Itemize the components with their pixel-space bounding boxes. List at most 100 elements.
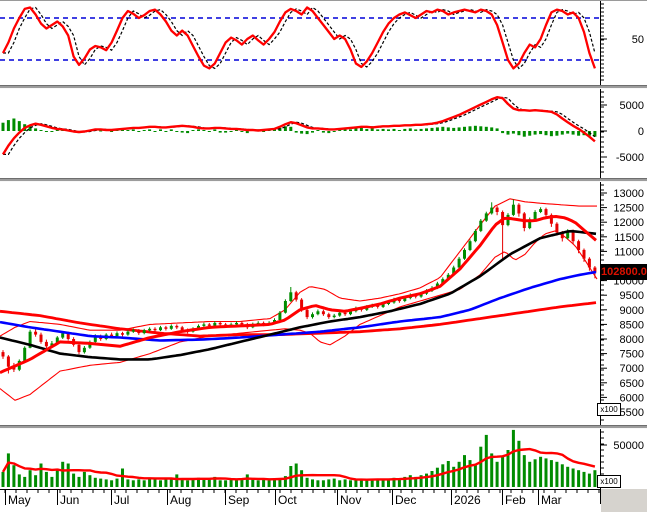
- volume-bar: [359, 479, 363, 487]
- momentum-bar: [12, 118, 16, 131]
- volume-bar: [6, 453, 10, 487]
- candle-body: [121, 333, 124, 335]
- panel-volume-chart[interactable]: 50000: [0, 429, 647, 489]
- momentum-bar: [121, 129, 124, 131]
- volume-bar: [93, 477, 97, 487]
- volume-bar: [262, 479, 266, 487]
- volume-ma-line: [1, 447, 596, 481]
- volume-bar: [408, 475, 412, 487]
- y-axis-label: 9000: [620, 305, 644, 317]
- volume-bar: [593, 470, 597, 487]
- candle-body: [126, 331, 130, 335]
- volume-bar: [430, 471, 434, 487]
- volume-panel[interactable]: 50000 x100: [0, 429, 647, 489]
- volume-bar: [327, 479, 331, 487]
- momentum-bar: [131, 129, 135, 131]
- stochastic-panel[interactable]: 50: [0, 0, 647, 86]
- momentum-bar: [359, 127, 363, 131]
- bollinger-upper-band: [0, 198, 597, 337]
- momentum-bar: [577, 131, 581, 136]
- ma20-line: [0, 215, 597, 374]
- candle-body: [110, 334, 114, 337]
- volume-bar: [549, 460, 553, 487]
- panel-splitter-1[interactable]: [0, 85, 647, 89]
- panel-splitter-3[interactable]: [0, 425, 647, 429]
- y-axis-label: 11000: [614, 246, 644, 258]
- volume-bar: [283, 476, 287, 487]
- candle-body: [66, 333, 70, 339]
- momentum-bar: [479, 126, 483, 131]
- momentum-bar: [397, 130, 401, 131]
- volume-bar: [99, 478, 103, 487]
- panel-splitter-2[interactable]: [0, 178, 647, 182]
- volume-bar: [273, 479, 276, 487]
- panel-price-chart[interactable]: 1300012500120001150011000100009500900085…: [0, 182, 647, 425]
- candle-body: [332, 315, 336, 318]
- momentum-bar: [511, 131, 515, 134]
- volume-bar: [468, 460, 472, 487]
- volume-bar: [267, 480, 271, 487]
- candle-body: [316, 311, 320, 315]
- momentum-bar: [50, 131, 54, 132]
- momentum-bar: [305, 131, 309, 135]
- momentum-bar: [180, 131, 184, 133]
- panel-stoch-chart[interactable]: 50: [0, 1, 647, 85]
- volume-bar: [338, 480, 342, 487]
- momentum-panel[interactable]: 5000 0 -5000: [0, 89, 647, 178]
- volume-bar: [180, 478, 184, 487]
- candle-body: [202, 324, 206, 326]
- month-label: Jun: [60, 493, 79, 507]
- panel-momentum-chart[interactable]: 5000 0 -5000: [0, 89, 647, 178]
- candle-body: [446, 274, 450, 280]
- momentum-bar: [186, 131, 190, 134]
- momentum-bar: [457, 127, 461, 131]
- volume-bar: [370, 479, 374, 487]
- volume-bar: [235, 480, 238, 487]
- volume-bar: [28, 470, 32, 487]
- y-axis-label: 5000: [620, 100, 644, 112]
- month-label: 2026: [454, 493, 481, 507]
- volume-bar: [419, 475, 423, 487]
- stochastic-line: [1, 6, 596, 70]
- stochastic-signal-line: [3, 6, 596, 70]
- candle-body: [153, 328, 157, 331]
- momentum-bar: [148, 129, 152, 131]
- y-axis-label: 7500: [620, 349, 644, 361]
- volume-bar: [343, 479, 347, 487]
- momentum-bar: [533, 131, 537, 135]
- candle-body: [55, 337, 59, 344]
- momentum-bar: [419, 128, 423, 131]
- volume-bar: [159, 480, 162, 487]
- volume-bar: [414, 476, 418, 487]
- month-label: Jul: [114, 493, 129, 507]
- momentum-bar: [392, 128, 396, 131]
- momentum-bar: [28, 126, 32, 131]
- candle-body: [397, 299, 401, 302]
- momentum-bar: [506, 131, 510, 135]
- candle-body: [539, 209, 543, 212]
- time-axis-chart[interactable]: May Jun Jul Aug Sep Oct Nov Dec 2026 Feb Mar: [0, 489, 647, 512]
- volume-bar: [191, 479, 195, 487]
- candle-body: [544, 209, 548, 215]
- volume-bar: [126, 479, 130, 487]
- momentum-bar: [169, 129, 173, 131]
- candle-body: [435, 283, 439, 288]
- volume-bar: [463, 455, 466, 487]
- momentum-bar: [365, 128, 369, 131]
- momentum-bar: [593, 131, 597, 137]
- momentum-bar: [197, 129, 200, 131]
- volume-bar: [316, 480, 320, 487]
- candle-body: [484, 213, 488, 221]
- time-axis[interactable]: May Jun Jul Aug Sep Oct Nov Dec 2026 Feb Mar: [0, 489, 647, 512]
- candle-body: [137, 330, 141, 334]
- momentum-bar: [235, 129, 238, 131]
- momentum-bar: [387, 129, 390, 131]
- price-panel[interactable]: 13000 12500 12000 11500 11000 10000 9500 9000 85…: [0, 182, 647, 425]
- candle-body: [560, 232, 564, 239]
- volume-bar: [533, 459, 537, 487]
- y-axis-label: 12500: [613, 203, 644, 215]
- y-axis-label: 8000: [620, 334, 644, 346]
- candle-body: [311, 314, 314, 318]
- candle-body: [283, 301, 287, 313]
- volume-bar: [137, 479, 141, 487]
